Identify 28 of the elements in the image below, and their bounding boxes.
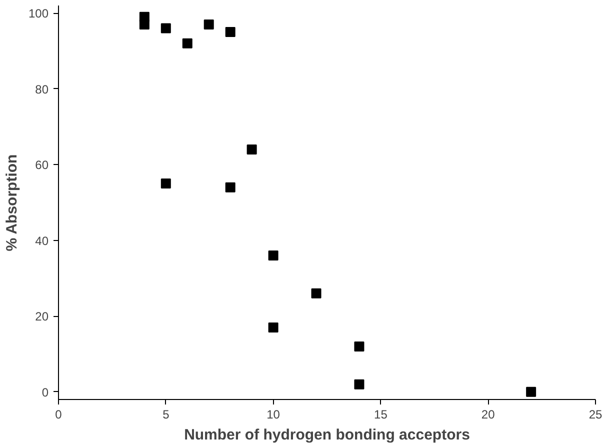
point	[354, 341, 364, 352]
point	[204, 19, 214, 30]
y-tick-label: 20	[35, 310, 49, 324]
point	[160, 178, 171, 189]
point	[182, 38, 192, 48]
y-tick-label: 80	[35, 82, 49, 96]
point	[160, 23, 171, 34]
point	[311, 288, 322, 298]
y-axis-title: % Absorption	[3, 154, 20, 252]
y-tick-label: 40	[35, 234, 49, 248]
y-tick-label: 60	[35, 158, 49, 172]
x-tick-label: 5	[162, 408, 170, 422]
point	[268, 250, 278, 261]
x-tick-label: 15	[374, 408, 388, 422]
point	[225, 27, 236, 38]
x-tick-label: 0	[55, 408, 62, 422]
point	[526, 386, 536, 397]
point	[354, 379, 364, 390]
x-tick-label: 20	[481, 408, 496, 422]
y-tick-label: 100	[28, 6, 49, 21]
point	[246, 144, 257, 154]
x-axis-title: Number of hydrogen bonding acceptors	[184, 426, 470, 444]
point	[139, 19, 150, 30]
point	[225, 182, 236, 192]
x-tick-label: 25	[588, 408, 602, 422]
y-tick-label: 0	[42, 385, 49, 400]
point	[268, 322, 278, 333]
x-tick-label: 10	[266, 408, 280, 422]
